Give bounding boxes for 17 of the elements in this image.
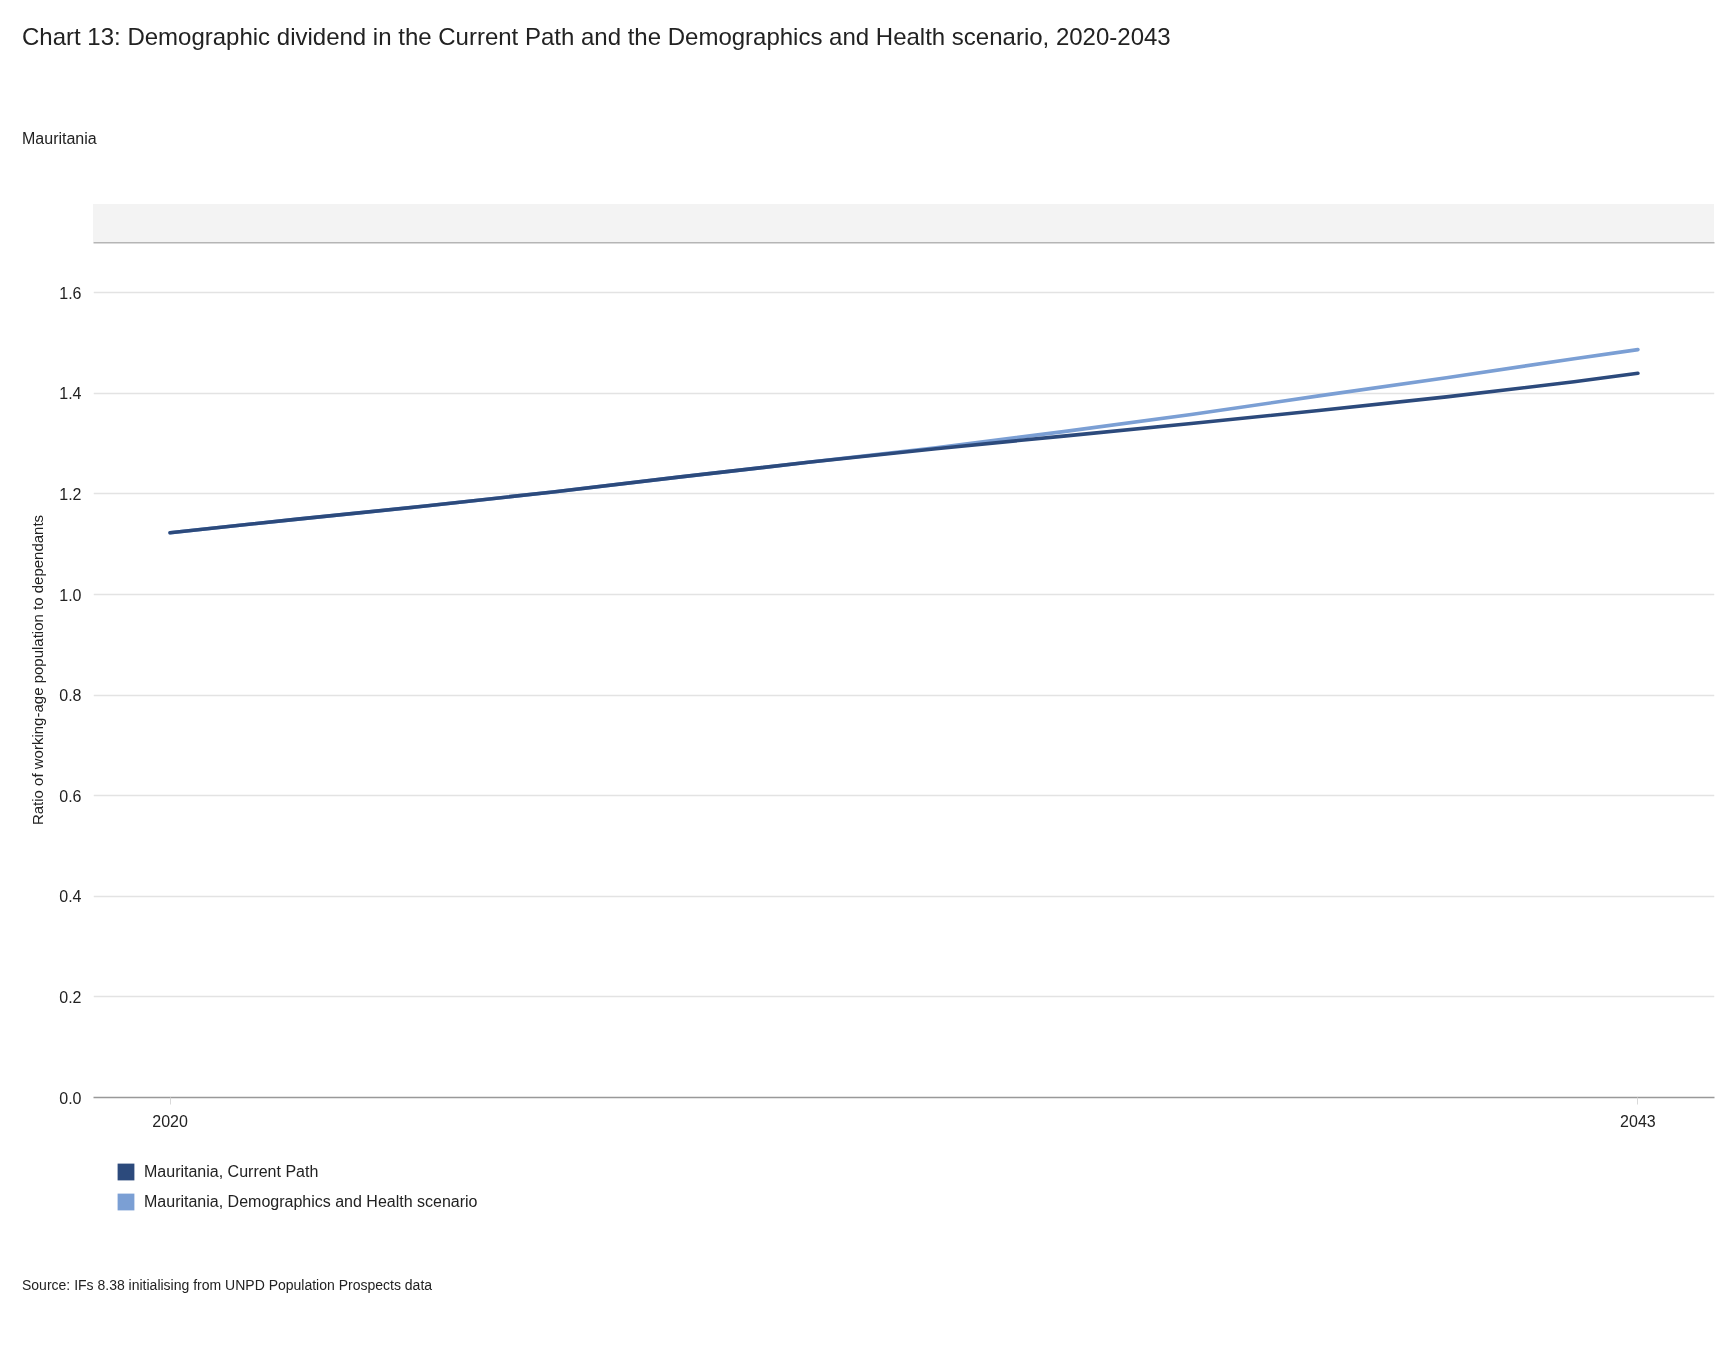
x-tick-label: 2020 <box>152 1112 188 1130</box>
y-tick-label: 0.4 <box>59 888 82 906</box>
legend-label: Mauritania, Demographics and Health scenario <box>144 1192 478 1211</box>
chart-subtitle: Mauritania <box>21 129 97 149</box>
y-tick-label: 0.2 <box>59 988 82 1006</box>
y-tick-label: 1.4 <box>59 385 82 403</box>
y-tick-label: 0.8 <box>59 687 82 705</box>
x-tick-label: 2043 <box>1620 1112 1656 1130</box>
y-tick-label: 0.6 <box>59 787 82 805</box>
y-tick-label: 1.0 <box>59 586 82 604</box>
source-note: Source: IFs 8.38 initialising from UNPD Population Prospects data <box>21 1276 433 1295</box>
y-tick-label: 1.2 <box>59 485 82 503</box>
y-tick-label: 0.0 <box>59 1089 82 1107</box>
y-axis-title: Ratio of working-age population to dependants <box>29 514 47 826</box>
y-tick-label: 1.6 <box>59 284 82 302</box>
chart-title: Chart 13: Demographic dividend in the Current Path and the Demographics and Health scenario, 2020-2043 <box>21 22 1171 52</box>
legend-label: Mauritania, Current Path <box>144 1162 319 1181</box>
